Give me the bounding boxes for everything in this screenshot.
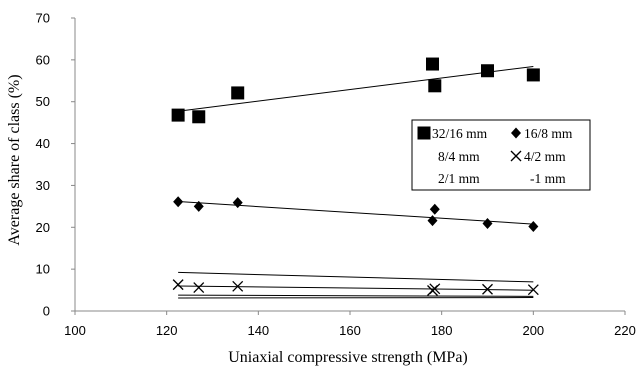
point-series-1	[528, 220, 539, 232]
y-tick-label: 20	[36, 220, 50, 235]
y-tick-label: 0	[43, 304, 50, 319]
point-series-3	[429, 283, 441, 295]
legend-item: 32/16 mm	[417, 126, 488, 141]
point-series-1	[482, 218, 493, 230]
point-series-0	[426, 57, 439, 71]
legend-item: 16/8 mm	[511, 126, 573, 141]
x-tick-label: 120	[156, 323, 178, 338]
y-tick-label: 50	[36, 94, 50, 109]
point-series-3	[172, 279, 184, 291]
y-tick-label: 70	[36, 11, 50, 26]
legend-marker-diamond	[511, 127, 521, 139]
legend-item: 4/2 mm	[510, 149, 566, 164]
axes: 0 10 20 30 40 50 60 70 100 120 140 160 180 200 220	[36, 11, 636, 339]
legend-item: 8/4 mm	[438, 149, 480, 164]
y-tick-label: 10	[36, 262, 50, 277]
point-series-0	[428, 79, 442, 93]
point-series-1	[173, 196, 184, 208]
legend-item: -1 mm	[530, 171, 566, 186]
legend-label: 2/1 mm	[438, 171, 480, 186]
trendline-series-2	[178, 271, 534, 283]
point-series-1	[193, 200, 204, 212]
legend-label: -1 mm	[530, 171, 566, 186]
x-tick-label: 160	[339, 323, 361, 338]
data-marks	[171, 57, 540, 296]
x-tick-label: 180	[431, 323, 453, 338]
point-series-0	[526, 68, 540, 82]
legend-label: 4/2 mm	[524, 149, 566, 164]
point-series-3	[482, 283, 493, 295]
legend-box	[411, 119, 591, 191]
point-series-0	[192, 110, 206, 124]
point-series-0	[481, 64, 494, 78]
y-tick-label: 40	[36, 136, 50, 151]
point-series-0	[231, 86, 245, 100]
y-tick-label: 30	[36, 178, 50, 193]
y-tick-label: 60	[36, 52, 50, 67]
point-series-1	[427, 215, 438, 227]
legend-marker-square	[417, 126, 431, 140]
trendline-series-5	[178, 297, 534, 299]
point-series-1	[429, 203, 440, 215]
legend-label: 8/4 mm	[438, 149, 480, 164]
point-series-0	[171, 108, 185, 122]
trendline-series-0	[178, 65, 534, 112]
point-series-3	[232, 280, 244, 292]
point-series-3	[193, 282, 205, 294]
trendline-series-4	[178, 294, 534, 297]
x-tick-label: 140	[247, 323, 269, 338]
trendline-series-3	[178, 285, 534, 291]
point-series-1	[232, 197, 243, 209]
x-axis-title: Uniaxial compressive strength (MPa)	[228, 349, 468, 366]
x-tick-label: 220	[614, 323, 636, 338]
y-axis-title: Average share of class (%)	[6, 74, 23, 245]
trendlines	[178, 65, 534, 299]
legend-label: 32/16 mm	[432, 126, 488, 141]
x-tick-label: 100	[64, 323, 86, 338]
trendline-series-1	[178, 201, 534, 225]
legend: 32/16 mm 16/8 mm 8/4 mm 4/2 mm 2/1 mm -1 mm	[411, 119, 591, 191]
legend-label: 16/8 mm	[524, 126, 573, 141]
x-tick-label: 200	[522, 323, 544, 338]
legend-marker-x	[510, 150, 522, 162]
legend-item: 2/1 mm	[438, 171, 480, 186]
point-series-3	[527, 284, 539, 296]
